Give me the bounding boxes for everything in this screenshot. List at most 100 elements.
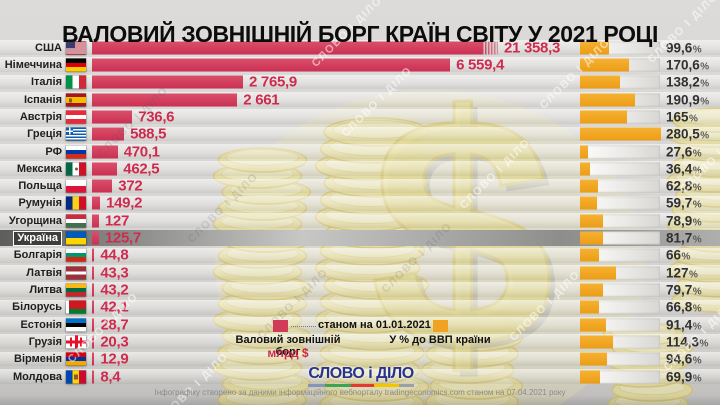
gdp-percent-label: 62,8% (666, 179, 702, 194)
country-label-text: США (35, 41, 62, 54)
debt-bar (92, 58, 451, 72)
gdp-percent-label: 81,7% (666, 231, 702, 246)
percent-sign: % (692, 44, 702, 56)
country-label: Греція (0, 128, 62, 140)
country-label: Австрія (0, 111, 62, 123)
debt-bar (92, 145, 118, 159)
gdp-percent-value: 170,6 (666, 57, 700, 73)
debt-value-label: 2 661 (243, 91, 280, 109)
country-label-text: Литва (29, 284, 62, 297)
flag-poland-icon (66, 179, 86, 193)
gdp-track (580, 300, 660, 314)
percent-sign: % (689, 269, 698, 281)
gdp-percent-label: 78,9% (666, 213, 702, 228)
slovoidilo-logo-text: СЛОВО і ДІЛО (308, 365, 414, 382)
gdp-percent-value: 27,6 (666, 144, 693, 160)
gdp-bar (580, 231, 604, 245)
country-label-text: Білорусь (12, 301, 62, 314)
percent-sign: % (692, 234, 702, 246)
percent-sign: % (700, 78, 710, 90)
debt-bar (92, 248, 95, 262)
debt-value-label: 6 559,4 (456, 56, 505, 74)
debt-bar (92, 352, 95, 366)
country-label: Литва (0, 284, 62, 296)
country-row: Литва 43,2 79,7% (0, 281, 720, 299)
country-label: Молдова (0, 371, 62, 383)
country-label-text: Грузія (28, 335, 62, 348)
debt-value-label: 21 358,3 (504, 39, 560, 57)
country-label-text: Румунія (18, 197, 62, 210)
gdp-percent-value: 69,9 (666, 369, 693, 385)
gdp-bar (580, 300, 600, 314)
gdp-legend-swatch (433, 320, 448, 332)
gdp-percent-label: 79,7% (666, 283, 702, 298)
flag-ukraine-icon (66, 231, 86, 245)
country-label: Румунія (0, 197, 62, 209)
flag-greece-icon (66, 127, 86, 141)
gdp-track (580, 179, 660, 193)
gdp-bar (580, 266, 617, 280)
debt-bar (92, 179, 113, 193)
country-label: Естонія (0, 319, 62, 331)
country-label: Білорусь (0, 301, 62, 313)
country-row: Угорщина 127 78,9% (0, 212, 720, 229)
country-label-text: Латвія (26, 266, 62, 279)
debt-value-label: 20,3 (100, 333, 129, 351)
flag-austria-icon (66, 110, 86, 124)
country-label: РФ (0, 146, 62, 158)
country-row: Україна 125,7 81,7% (0, 229, 720, 247)
gdp-percent-value: 79,7 (666, 282, 693, 298)
gdp-track (580, 248, 660, 262)
country-row: Білорусь 42,1 66,8% (0, 299, 720, 316)
debt-value-label: 125,7 (104, 229, 141, 247)
gdp-percent-label: 66,8% (666, 300, 702, 315)
gdp-percent-value: 36,4 (666, 161, 693, 177)
gdp-percent-label: 27,6% (666, 144, 702, 159)
country-row: Болгарія 44,8 66% (0, 247, 720, 264)
gdp-percent-value: 66,8 (666, 299, 693, 315)
country-label-text: Італія (30, 76, 62, 89)
flag-romania-icon (66, 196, 86, 210)
gdp-percent-value: 78,9 (666, 213, 693, 229)
gdp-percent-label: 165% (666, 109, 698, 124)
legend-dotted-line (291, 326, 316, 327)
gdp-legend-label: У % до ВВП країни (389, 334, 491, 346)
gdp-percent-label: 127% (666, 265, 698, 280)
percent-sign: % (700, 61, 710, 73)
country-row: Румунія 149,2 59,7% (0, 195, 720, 212)
gdp-percent-label: 91,4% (666, 317, 702, 332)
country-label-text: Болгарія (13, 249, 62, 262)
gdp-percent-value: 94,6 (666, 351, 693, 367)
percent-sign: % (692, 199, 702, 211)
gdp-percent-label: 170,6% (666, 57, 709, 72)
country-row: Німеччина 6 559,4 170,6% (0, 56, 720, 73)
percent-sign: % (692, 217, 702, 229)
debt-legend-swatch (273, 320, 288, 332)
debt-bar (92, 162, 118, 176)
legend-date-note: станом на 01.01.2021 (318, 319, 431, 331)
country-label-text: Польща (18, 180, 62, 193)
country-label: Грузія (0, 336, 62, 348)
gdp-percent-label: 99,6% (666, 40, 702, 55)
country-label-text: Греція (27, 128, 62, 141)
country-row: Мексика 462,5 36,4% (0, 160, 720, 177)
debt-value-label: 12,9 (100, 350, 129, 368)
gdp-bar (580, 41, 609, 55)
debt-value-label: 372 (118, 177, 143, 195)
country-row: РФ 470,1 27,6% (0, 143, 720, 160)
gdp-track (580, 145, 660, 159)
gdp-percent-value: 165 (666, 109, 689, 125)
gdp-percent-label: 190,9% (666, 92, 709, 107)
country-row: Італія 2 765,9 138,2% (0, 74, 720, 91)
percent-sign: % (699, 338, 709, 350)
country-row: США 21 358,3 99,6% (0, 39, 720, 56)
debt-bar (92, 214, 99, 228)
gdp-percent-value: 81,7 (666, 230, 693, 246)
flag-bulgaria-icon (66, 248, 86, 262)
debt-bar (92, 335, 95, 349)
percent-sign: % (692, 321, 702, 333)
debt-value-label: 8,4 (100, 368, 121, 386)
gdp-bar (580, 196, 598, 210)
flag-hungary-icon (66, 214, 86, 228)
